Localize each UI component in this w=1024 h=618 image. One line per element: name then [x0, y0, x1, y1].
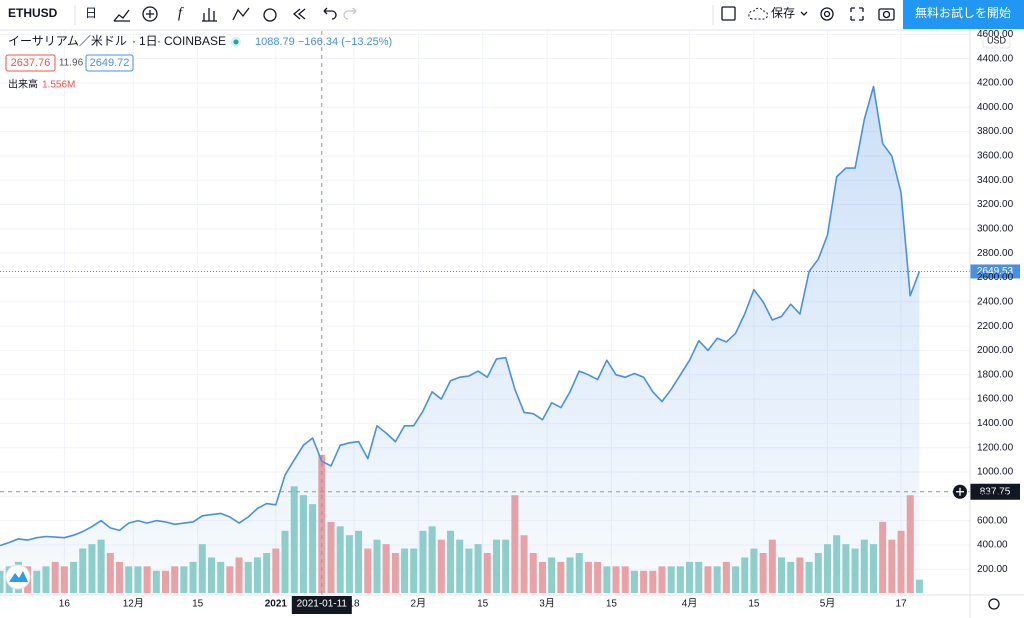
- axis-settings-icon[interactable]: [988, 598, 1000, 610]
- x-tick-label: 4月: [682, 598, 698, 610]
- toolbar: [0, 0, 1024, 30]
- snapshot-lens: [882, 10, 891, 19]
- undo-icon[interactable]: [323, 7, 337, 20]
- compare-icon[interactable]: [232, 7, 250, 21]
- y-tick-label: 1200.00: [977, 442, 1014, 453]
- currency[interactable]: USD: [987, 35, 1007, 45]
- grid: [0, 31, 970, 595]
- y-tick-label: 600.00: [977, 515, 1008, 526]
- crosshair-price: 837.75: [980, 486, 1011, 497]
- crosshair-date-tag: [291, 596, 352, 614]
- indicator-add-icon[interactable]: [142, 6, 158, 22]
- x-tick-label: 15: [606, 599, 618, 610]
- chart-type-icon[interactable]: [113, 9, 130, 22]
- bid[interactable]: 2637.76: [11, 57, 51, 69]
- replay-icon[interactable]: [292, 8, 306, 20]
- fx-icon[interactable]: f: [178, 5, 184, 21]
- x-tick-label: 5月: [820, 598, 836, 610]
- x-tick-label: 17: [895, 599, 907, 610]
- y-tick-label: 3400.00: [977, 175, 1014, 186]
- x-tick-label: 12月: [123, 598, 144, 610]
- x-tick-label: 2021: [265, 599, 288, 610]
- y-tick-label: 2600.00: [977, 272, 1014, 283]
- legend-separator: ·: [157, 34, 161, 48]
- fullscreen-box-icon[interactable]: [721, 6, 736, 21]
- snapshot-icon[interactable]: [878, 8, 895, 21]
- y-tick-label: 2200.00: [977, 321, 1014, 332]
- y-tick-label: 3000.00: [977, 223, 1014, 234]
- save-button[interactable]: 保存: [771, 6, 795, 20]
- y-tick-label: 400.00: [977, 540, 1008, 551]
- save-dropdown[interactable]: [800, 11, 808, 16]
- ask[interactable]: 2649.72: [90, 57, 130, 69]
- market-status-dot: [233, 39, 239, 45]
- crosshair-price-tag: [970, 483, 1020, 500]
- logo-mark: [9, 571, 28, 582]
- last-price-label: 2649.53: [977, 266, 1014, 277]
- y-tick-label: 4400.00: [977, 53, 1014, 64]
- legend-exchange: COINBASE: [164, 34, 226, 48]
- bid-box[interactable]: [5, 54, 56, 72]
- symbol[interactable]: ETHUSD: [8, 6, 58, 20]
- interval[interactable]: 日: [85, 6, 97, 20]
- x-tick-label: 2月: [411, 598, 427, 610]
- x-tick-label: 15: [477, 599, 489, 610]
- y-tick-label: 1600.00: [977, 394, 1014, 405]
- x-tick-label: 15: [748, 599, 760, 610]
- y-tick-label: 4200.00: [977, 78, 1014, 89]
- trial-button[interactable]: [903, 0, 1024, 29]
- x-tick-label: 16: [59, 599, 71, 610]
- x-tick-label: 15: [192, 599, 204, 610]
- y-tick-label: 2800.00: [977, 248, 1014, 259]
- volume-value: 1.556M: [42, 80, 75, 91]
- x-tick-label: 3月: [539, 598, 555, 610]
- y-tick-label: 1400.00: [977, 418, 1014, 429]
- bars-icon[interactable]: [202, 8, 217, 22]
- y-tick-label: 4600.00: [977, 29, 1014, 40]
- y-tick-label: 200.00: [977, 564, 1008, 575]
- currency-box[interactable]: [982, 32, 1011, 49]
- last-price-tag: [970, 264, 1020, 279]
- settings-icon-core: [823, 10, 831, 18]
- y-tick-label: 2000.00: [977, 345, 1014, 356]
- settings-icon[interactable]: [820, 7, 834, 21]
- legend-separator: ·: [132, 34, 136, 48]
- alert-icon[interactable]: [263, 8, 277, 22]
- overlay: 2649.53 2021-01-11 837.75: [0, 31, 1020, 614]
- expand-icon[interactable]: [850, 7, 864, 21]
- legend-period: 1日: [139, 34, 158, 48]
- redo-icon[interactable]: [343, 7, 357, 20]
- legend-value: 1088.79: [255, 36, 295, 48]
- y-tick-label: 1000.00: [977, 467, 1014, 478]
- crosshair-date: 2021-01-11: [297, 599, 348, 610]
- y-tick-label: 2400.00: [977, 296, 1014, 307]
- ask-box[interactable]: [85, 54, 134, 72]
- y-tick-label: 4000.00: [977, 102, 1014, 113]
- price-pane: [0, 85, 921, 593]
- plus: [146, 10, 154, 18]
- price-area: [0, 86, 920, 593]
- y-tick-label: 3800.00: [977, 126, 1014, 137]
- y-tick-label: 1800.00: [977, 369, 1014, 380]
- price-line: [0, 85, 921, 547]
- volume-bar: [915, 579, 923, 593]
- spread: 11.96: [59, 58, 84, 69]
- x-tick-label: 18: [348, 599, 360, 610]
- y-tick-label: 3600.00: [977, 151, 1014, 162]
- y-tick-label: 800.00: [977, 491, 1008, 502]
- legend-name: イーサリアム／米ドル: [8, 34, 127, 48]
- trial-button-label[interactable]: 無料お試しを開始: [915, 5, 1011, 20]
- y-tick-label: 3200.00: [977, 199, 1014, 210]
- legend-change: −166.34 (−13.25%): [298, 36, 392, 48]
- add-order-plus: [956, 487, 964, 496]
- volume-label: 出来高: [8, 78, 38, 91]
